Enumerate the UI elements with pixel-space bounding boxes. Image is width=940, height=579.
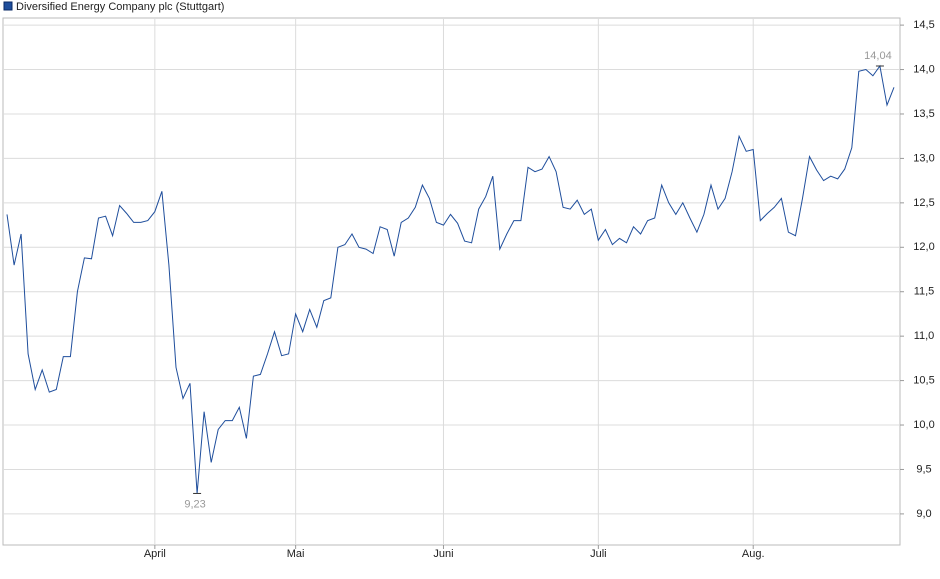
y-tick-label: 13,5 <box>913 108 934 120</box>
y-tick-label: 11,0 <box>914 330 935 342</box>
y-tick-label: 10,0 <box>913 419 934 431</box>
plot-frame <box>2 17 901 546</box>
value-label: 9,23 <box>184 498 205 510</box>
y-tick-label: 11,5 <box>914 286 935 298</box>
legend-label: Diversified Energy Company plc (Stuttgar… <box>16 1 224 13</box>
y-tick-label: 10,5 <box>913 374 934 386</box>
x-tick-label: Juli <box>590 548 607 560</box>
y-tick-label: 9,5 <box>916 463 931 475</box>
x-tick-label: Juni <box>433 548 453 560</box>
x-tick-label: April <box>144 548 166 560</box>
y-tick-label: 12,0 <box>913 241 934 253</box>
y-tick-label: 9,0 <box>916 508 931 520</box>
y-tick-label: 13,0 <box>913 152 934 164</box>
value-label: 14,04 <box>864 50 892 62</box>
y-tick-label: 12,5 <box>913 197 934 209</box>
price-line <box>6 64 895 494</box>
y-tick-label: 14,0 <box>913 63 934 75</box>
legend-swatch <box>3 1 13 11</box>
x-tick-label: Aug. <box>742 548 765 560</box>
x-tick-label: Mai <box>287 548 305 560</box>
y-tick-label: 14,5 <box>913 19 934 31</box>
